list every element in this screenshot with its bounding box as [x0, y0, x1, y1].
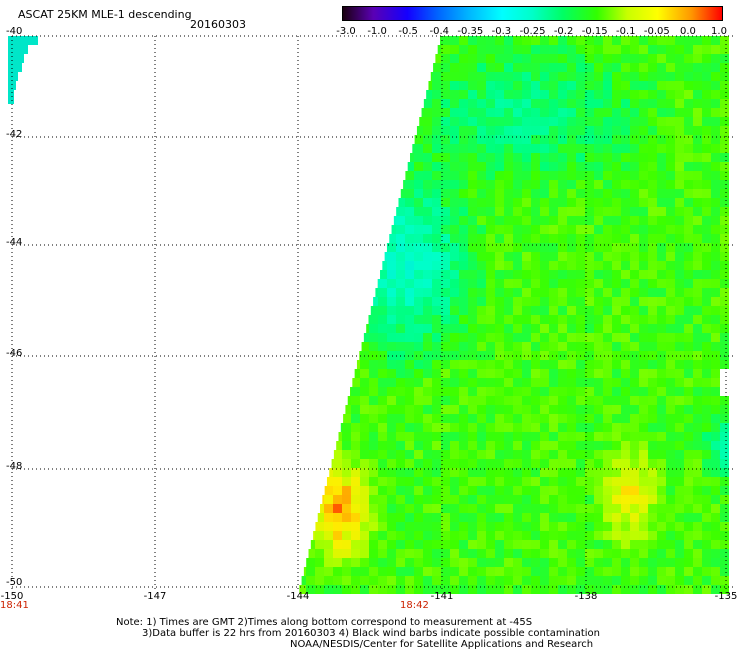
color-scale-tick-label: 0.0 [679, 26, 696, 37]
lon-label: -135 [714, 591, 738, 602]
mle-swath [299, 36, 729, 594]
product-date: 20160303 [190, 18, 246, 31]
color-scale-tick-label: -0.4 [429, 26, 450, 37]
lat-label: -44 [6, 237, 23, 248]
lat-label: -42 [6, 129, 23, 140]
lat-lon-grid [11, 35, 733, 590]
lon-label: -147 [143, 591, 167, 602]
note-line-3: NOAA/NESDIS/Center for Satellite Applica… [290, 639, 594, 650]
color-scale-tick-label: -0.05 [643, 26, 670, 37]
lat-label: -46 [6, 348, 23, 359]
time-label: 18:42 [400, 600, 429, 611]
time-label: 18:41 [0, 600, 29, 611]
color-scale-tick-label: -1.0 [367, 26, 387, 37]
lon-label: -141 [430, 591, 454, 602]
note-line-2: 3)Data buffer is 22 hrs from 20160303 4)… [142, 628, 600, 639]
color-scale-tick-label: -0.5 [398, 26, 418, 37]
product-title: ASCAT 25KM MLE-1 descending [18, 8, 192, 21]
color-scale-tick-label: -3.0 [336, 26, 356, 37]
color-scale-tick-label: -0.1 [615, 26, 636, 37]
lon-label: -138 [574, 591, 598, 602]
color-scale-tick-label: -0.35 [457, 26, 484, 37]
color-scale-bar [342, 6, 723, 21]
lon-label: -144 [286, 591, 310, 602]
lat-label: -50 [6, 577, 23, 588]
mle-swath-fragment [8, 36, 38, 104]
color-scale-tick-label: -0.15 [581, 26, 608, 37]
lon-label: -150 [0, 591, 24, 602]
lat-label: -48 [6, 461, 23, 472]
note-line-1: Note: 1) Times are GMT 2)Times along bot… [116, 617, 533, 628]
color-scale-tick-label: -0.25 [519, 26, 546, 37]
color-scale-tick-label: -0.2 [553, 26, 574, 37]
color-scale-tick-label: -0.3 [491, 26, 512, 37]
color-scale-tick-label: 1.0 [711, 26, 727, 37]
lat-label: -40 [6, 26, 23, 37]
